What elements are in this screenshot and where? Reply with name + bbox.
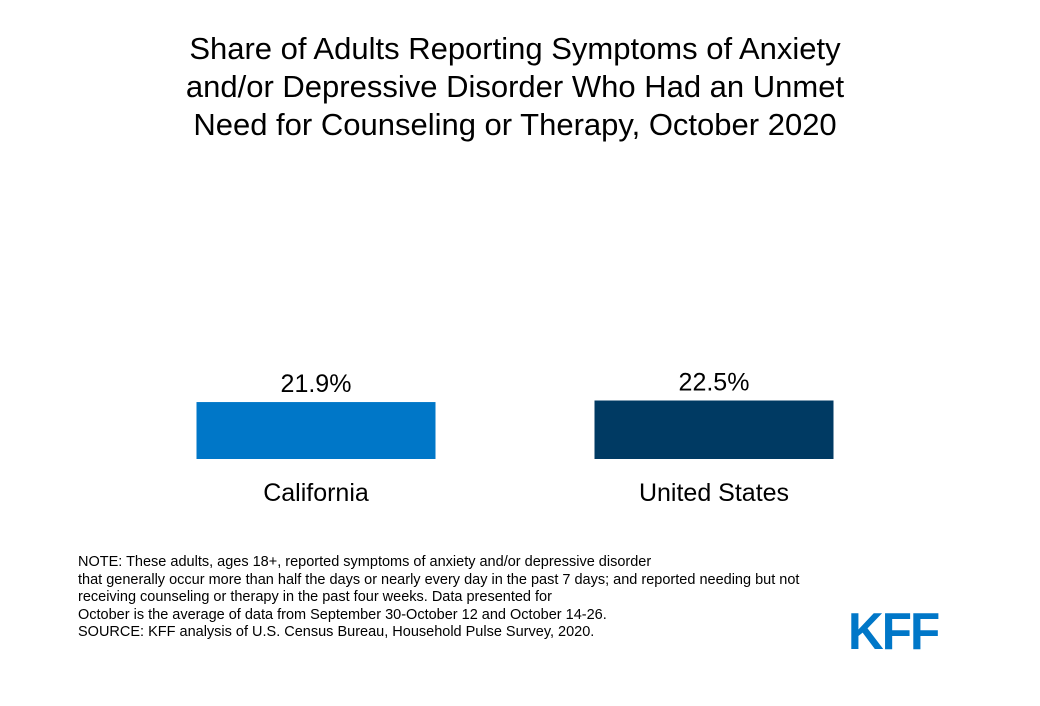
data-label-united-states: 22.5%	[679, 369, 750, 397]
bar-chart: 21.9% California 22.5% United States	[196, 369, 834, 507]
note-line-3: receiving counseling or therapy in the p…	[78, 589, 552, 605]
note-line-5: SOURCE: KFF analysis of U.S. Census Bure…	[78, 624, 595, 640]
category-label-united-states: United States	[639, 479, 789, 507]
bar-california	[196, 402, 436, 459]
kff-logo: KFF	[848, 603, 940, 661]
chart-title-line-3: Need for Counseling or Therapy, October …	[193, 107, 837, 142]
chart-title-line-2: and/or Depressive Disorder Who Had an Un…	[185, 69, 845, 104]
data-label-california: 21.9%	[281, 370, 352, 398]
note-line-4: October is the average of data from Sept…	[78, 606, 607, 623]
note-line-2: that generally occur more than half the …	[78, 571, 800, 588]
category-label-california: California	[263, 479, 369, 507]
chart-title: Share of Adults Reporting Symptoms of An…	[100, 30, 930, 144]
bar-united-states	[594, 400, 834, 459]
note-line-1: NOTE: These adults, ages 18+, reported s…	[78, 554, 652, 570]
chart-title-line-1: Share of Adults Reporting Symptoms of An…	[189, 31, 841, 66]
chart-note: NOTE: These adults, ages 18+, reported s…	[78, 554, 968, 642]
